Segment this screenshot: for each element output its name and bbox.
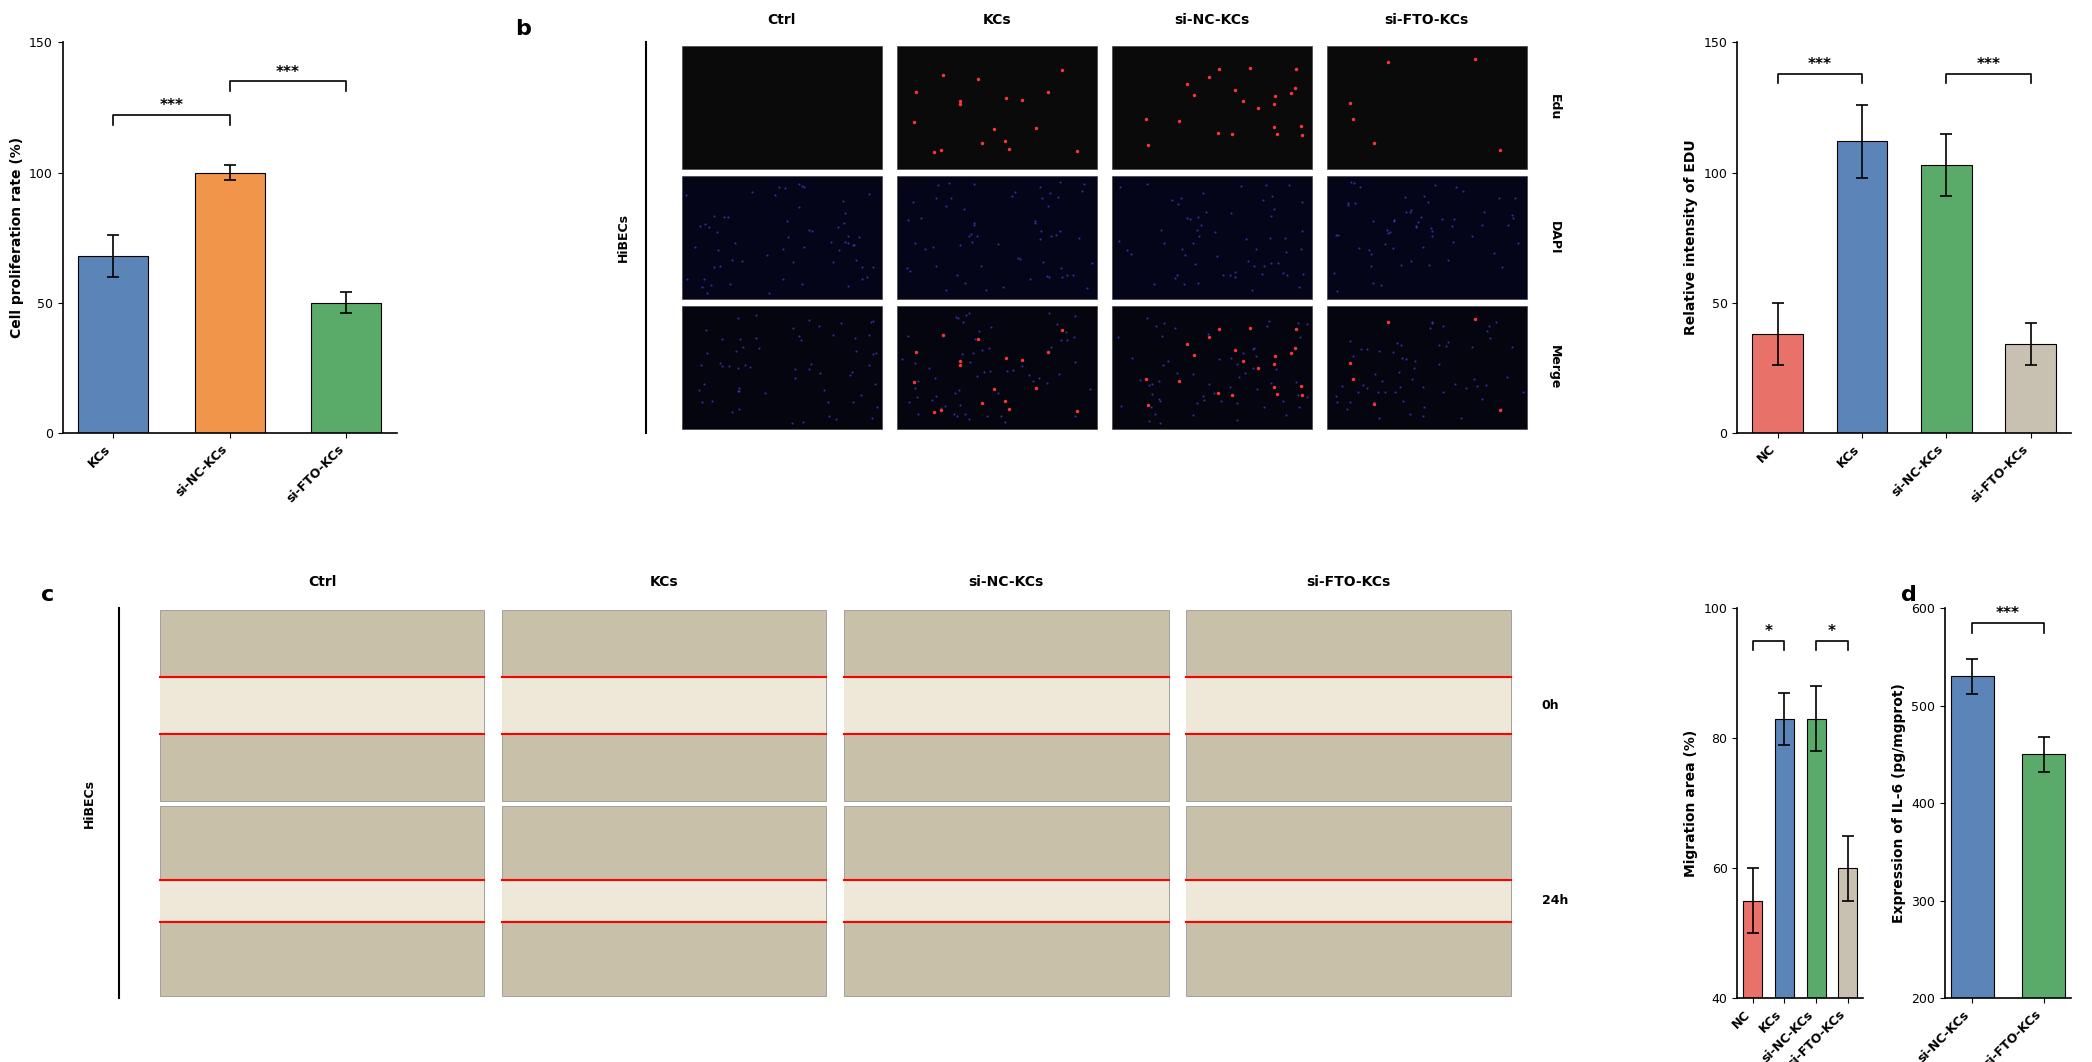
Bar: [1111, 46, 1312, 170]
Text: c: c: [40, 585, 54, 604]
Bar: [1807, 719, 1826, 1062]
Bar: [845, 611, 1169, 801]
Bar: [845, 806, 1169, 996]
Bar: [2023, 754, 2065, 1062]
Bar: [77, 256, 149, 432]
Bar: [502, 611, 826, 801]
Bar: [1774, 719, 1793, 1062]
Text: *: *: [1764, 623, 1772, 638]
Text: *: *: [1828, 623, 1837, 638]
Bar: [1743, 901, 1761, 1062]
Bar: [1837, 141, 1887, 432]
Bar: [159, 611, 485, 801]
Text: Edu: Edu: [1548, 95, 1561, 121]
Bar: [1326, 306, 1527, 429]
Text: ***: ***: [1996, 605, 2021, 621]
Bar: [897, 306, 1096, 429]
Bar: [159, 879, 485, 922]
Bar: [2006, 344, 2056, 432]
Bar: [845, 678, 1169, 734]
Text: Ctrl: Ctrl: [768, 13, 797, 27]
Text: ***: ***: [159, 99, 184, 114]
Text: si-NC-KCs: si-NC-KCs: [969, 575, 1044, 588]
Text: si-NC-KCs: si-NC-KCs: [1174, 13, 1249, 27]
Bar: [845, 879, 1169, 922]
Bar: [502, 879, 826, 922]
Bar: [682, 306, 883, 429]
Bar: [897, 46, 1096, 170]
Bar: [1186, 611, 1510, 801]
Text: DAPI: DAPI: [1548, 221, 1561, 254]
Bar: [897, 175, 1096, 299]
Text: Merge: Merge: [1548, 345, 1561, 390]
Y-axis label: Relative intensity of EDU: Relative intensity of EDU: [1684, 140, 1699, 336]
Text: HiBECs: HiBECs: [617, 213, 630, 262]
Bar: [682, 175, 883, 299]
Y-axis label: Expression of IL-6 (pg/mgprot): Expression of IL-6 (pg/mgprot): [1891, 683, 1906, 923]
Bar: [502, 678, 826, 734]
Bar: [195, 172, 266, 432]
Bar: [1952, 676, 1994, 1062]
Y-axis label: Migration area (%): Migration area (%): [1684, 730, 1699, 877]
Bar: [502, 806, 826, 996]
Text: si-FTO-KCs: si-FTO-KCs: [1305, 575, 1391, 588]
Text: b: b: [515, 19, 531, 39]
Bar: [312, 303, 381, 432]
Text: HiBECs: HiBECs: [84, 778, 96, 827]
Text: ***: ***: [276, 65, 299, 80]
Bar: [1326, 46, 1527, 170]
Text: KCs: KCs: [651, 575, 678, 588]
Text: KCs: KCs: [983, 13, 1010, 27]
Bar: [1753, 333, 1803, 432]
Bar: [1111, 175, 1312, 299]
Bar: [1186, 806, 1510, 996]
Y-axis label: Cell proliferation rate (%): Cell proliferation rate (%): [10, 137, 23, 338]
Text: Ctrl: Ctrl: [308, 575, 337, 588]
Text: ***: ***: [1807, 56, 1833, 72]
Bar: [1839, 869, 1858, 1062]
Bar: [159, 678, 485, 734]
Text: si-FTO-KCs: si-FTO-KCs: [1385, 13, 1469, 27]
Text: d: d: [1902, 585, 1916, 604]
Bar: [159, 806, 485, 996]
Text: 0h: 0h: [1542, 699, 1559, 713]
Bar: [682, 46, 883, 170]
Bar: [1186, 879, 1510, 922]
Bar: [1326, 175, 1527, 299]
Text: ***: ***: [1977, 56, 2000, 72]
Bar: [1186, 678, 1510, 734]
Text: 24h: 24h: [1542, 894, 1569, 907]
Bar: [1111, 306, 1312, 429]
Bar: [1920, 165, 1971, 432]
